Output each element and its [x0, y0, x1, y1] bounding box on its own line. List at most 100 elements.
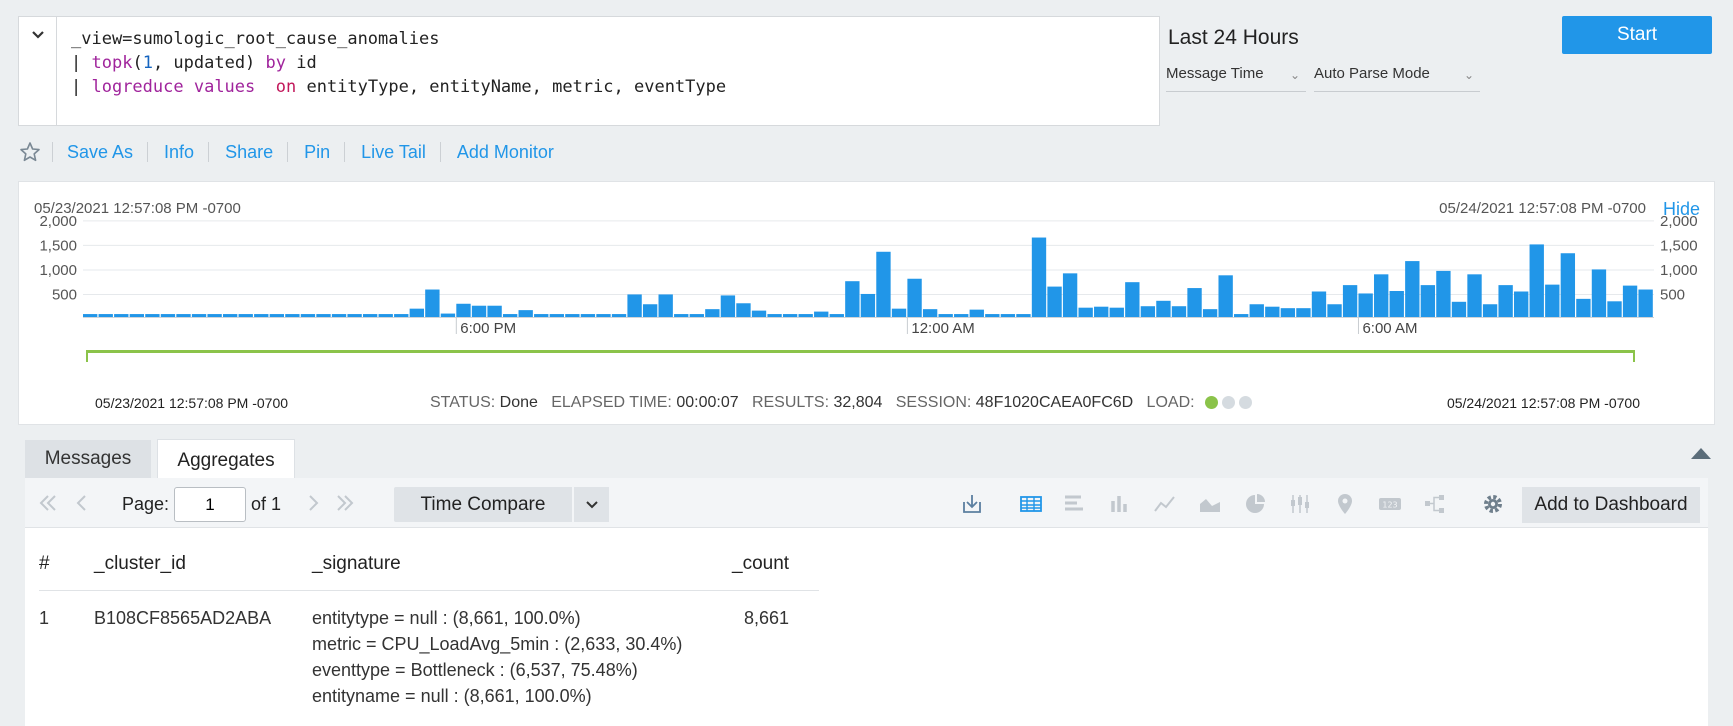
download-icon[interactable] [960, 492, 984, 516]
histogram-bar[interactable] [83, 314, 98, 317]
add-monitor-link[interactable]: Add Monitor [439, 142, 568, 162]
histogram-bar[interactable] [658, 294, 673, 317]
histogram-bar[interactable] [922, 309, 938, 317]
collapse-panel-icon[interactable] [1691, 448, 1711, 459]
time-range-input[interactable]: Last 24 Hours [1168, 26, 1299, 49]
histogram-bar[interactable] [1467, 274, 1482, 317]
first-page-icon[interactable] [37, 492, 59, 514]
histogram-bar[interactable] [829, 314, 844, 317]
time-compare-dropdown[interactable] [574, 487, 609, 522]
histogram-bar[interactable] [129, 314, 145, 317]
histogram-bar[interactable] [1202, 309, 1218, 317]
histogram-bar[interactable] [1218, 275, 1233, 317]
table-view-icon[interactable] [1019, 492, 1043, 516]
next-page-icon[interactable] [302, 492, 324, 514]
query-collapse-toggle[interactable] [19, 17, 57, 125]
histogram-bar[interactable] [1125, 282, 1140, 317]
histogram-bar[interactable] [1296, 308, 1311, 317]
histogram-bar[interactable] [316, 314, 331, 317]
histogram-bar[interactable] [565, 314, 580, 317]
histogram-bar[interactable] [409, 308, 424, 317]
histogram-bar[interactable] [176, 314, 191, 317]
histogram-bar[interactable] [736, 303, 751, 317]
histogram-bar[interactable] [798, 314, 813, 317]
histogram-bar[interactable] [907, 278, 922, 317]
histogram-bar[interactable] [1031, 237, 1047, 317]
histogram-bar[interactable] [596, 314, 611, 317]
histogram-bar[interactable] [440, 313, 456, 317]
histogram-bar[interactable] [1560, 253, 1576, 317]
histogram-bar[interactable] [207, 314, 222, 317]
area-chart-icon[interactable] [1198, 492, 1222, 516]
query-text[interactable]: _view=sumologic_root_cause_anomalies | t… [71, 29, 727, 97]
histogram-bar[interactable] [1622, 285, 1638, 317]
bar-chart-icon[interactable] [1063, 492, 1087, 516]
histogram-bar[interactable] [362, 314, 378, 317]
histogram-bar[interactable] [160, 314, 176, 317]
start-button[interactable]: Start [1562, 16, 1712, 54]
histogram-bar[interactable] [1482, 304, 1498, 317]
histogram-bar[interactable] [611, 314, 627, 317]
pin-link[interactable]: Pin [287, 142, 344, 162]
histogram-bar[interactable] [1156, 300, 1171, 317]
histogram-bar[interactable] [1234, 314, 1249, 317]
live-tail-link[interactable]: Live Tail [344, 142, 440, 162]
histogram-bar[interactable] [767, 314, 782, 317]
single-value-icon[interactable]: 123 [1378, 492, 1402, 516]
histogram-bar[interactable] [642, 304, 658, 317]
map-pin-icon[interactable] [1333, 492, 1357, 516]
histogram-bar[interactable] [456, 303, 471, 317]
column-chart-icon[interactable] [1108, 492, 1132, 516]
histogram-bar[interactable] [1545, 284, 1560, 317]
table-row[interactable]: 1 B108CF8565AD2ABA entitytype = null : (… [39, 590, 819, 709]
histogram-bar[interactable] [985, 314, 1000, 317]
histogram-bar[interactable] [1576, 298, 1591, 317]
column-header-count[interactable]: _count [732, 538, 819, 591]
histogram-bar[interactable] [1374, 274, 1389, 317]
time-range-bar[interactable] [86, 350, 1635, 353]
histogram-bar[interactable] [674, 314, 689, 317]
histogram-bar[interactable] [891, 308, 907, 317]
column-header-cluster-id[interactable]: _cluster_id [94, 538, 312, 591]
line-chart-icon[interactable] [1153, 492, 1177, 516]
histogram-bar[interactable] [705, 309, 720, 317]
histogram-bar[interactable] [222, 314, 238, 317]
histogram-bar[interactable] [502, 314, 518, 317]
column-header-num[interactable]: # [39, 538, 94, 591]
histogram-bar[interactable] [1498, 285, 1513, 317]
histogram-bar[interactable] [1016, 314, 1031, 317]
histogram-bar[interactable] [1342, 285, 1358, 317]
pie-chart-icon[interactable] [1243, 492, 1267, 516]
histogram-bar[interactable] [1591, 269, 1607, 317]
histogram-bar[interactable] [549, 314, 564, 317]
gear-icon[interactable] [1481, 492, 1505, 516]
histogram-bar[interactable] [580, 314, 596, 317]
histogram-bar[interactable] [938, 314, 953, 317]
info-link[interactable]: Info [147, 142, 208, 162]
histogram-bar[interactable] [191, 314, 207, 317]
histogram-bar[interactable] [1187, 288, 1202, 317]
histogram-bar[interactable] [1420, 285, 1436, 317]
prev-page-icon[interactable] [71, 492, 93, 514]
tab-aggregates[interactable]: Aggregates [157, 439, 295, 481]
histogram-bar[interactable] [627, 294, 642, 317]
time-field-select[interactable]: Message Time ⌄ [1166, 60, 1306, 92]
histogram-bar[interactable] [1094, 306, 1109, 317]
histogram-bar[interactable] [1062, 273, 1078, 317]
box-plot-icon[interactable] [1288, 492, 1312, 516]
histogram-bar[interactable] [720, 295, 736, 317]
histogram-bar[interactable] [285, 314, 300, 317]
histogram-bar[interactable] [300, 314, 316, 317]
histogram-bar[interactable] [518, 310, 533, 317]
histogram-bar[interactable] [1607, 301, 1622, 317]
histogram-bar[interactable] [1358, 293, 1373, 317]
histogram-bar[interactable] [487, 305, 502, 317]
histogram-bar[interactable] [1327, 304, 1342, 317]
save-as-link[interactable]: Save As [52, 142, 147, 162]
histogram-bar[interactable] [689, 314, 704, 317]
histogram-bar[interactable] [269, 314, 284, 317]
histogram-bar[interactable] [114, 314, 129, 317]
histogram-bar[interactable] [860, 293, 876, 317]
histogram-bar[interactable] [969, 309, 984, 317]
histogram-bar[interactable] [1514, 291, 1529, 318]
